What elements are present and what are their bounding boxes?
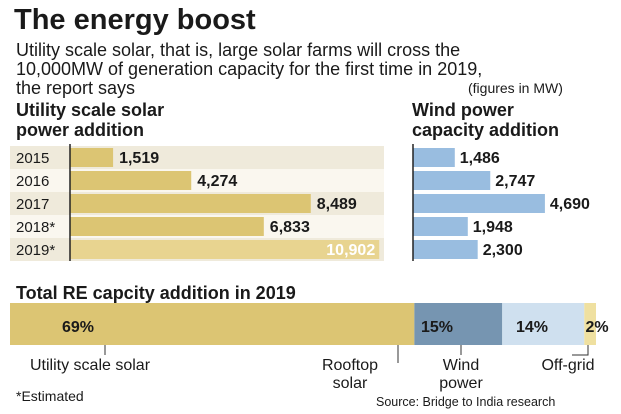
page-title: The energy boost <box>14 4 256 36</box>
re-leader-line <box>572 345 589 356</box>
wind-value-label: 4,690 <box>550 196 590 213</box>
re-share-segment <box>584 303 596 345</box>
re-category-label: power <box>439 375 483 392</box>
re-category-label: Utility scale solar <box>30 357 151 374</box>
solar-value-label: 4,274 <box>197 173 237 190</box>
solar-bar <box>70 240 380 259</box>
re-share-value-label: 2% <box>585 319 608 336</box>
re-share-value-label: 69% <box>62 319 94 336</box>
re-category-label: Off-grid <box>541 357 594 374</box>
solar-chart-title-line-2: power addition <box>16 120 144 140</box>
solar-bar <box>70 148 114 167</box>
wind-chart-title: Wind power capacity addition <box>412 100 559 140</box>
re-share-segment <box>414 303 503 345</box>
solar-bar <box>70 171 192 190</box>
source-note: Source: Bridge to India research <box>376 395 556 409</box>
wind-bar <box>413 240 478 259</box>
re-share-segment <box>10 303 415 345</box>
subtitle-line-2: 10,000MW of generation capacity for the … <box>16 59 483 79</box>
re-share-value-label: 14% <box>516 319 548 336</box>
re-chart-title: Total RE capcity addition in 2019 <box>16 283 296 303</box>
wind-value-label: 2,300 <box>483 242 523 259</box>
wind-value-label: 1,948 <box>473 219 513 236</box>
solar-value-label: 1,519 <box>119 150 159 167</box>
re-category-label: Wind <box>443 357 479 374</box>
re-share-segment <box>502 303 585 345</box>
wind-value-label: 1,486 <box>460 150 500 167</box>
solar-year-label: 2015 <box>16 150 49 167</box>
wind-chart-title-line-1: Wind power <box>412 100 514 120</box>
solar-value-label: 6,833 <box>270 219 310 236</box>
subtitle-line-1: Utility scale solar, that is, large sola… <box>16 40 461 60</box>
footnote: *Estimated <box>16 388 84 404</box>
re-category-label: solar <box>333 375 368 392</box>
solar-year-label: 2017 <box>16 196 49 213</box>
re-share-value-label: 15% <box>421 319 453 336</box>
wind-value-label: 2,747 <box>495 173 535 190</box>
solar-year-label: 2016 <box>16 173 49 190</box>
wind-bar <box>413 171 491 190</box>
solar-chart-title-line-1: Utility scale solar <box>16 100 165 120</box>
solar-year-label: 2019* <box>16 242 55 259</box>
subtitle-line-3: the report says <box>16 78 136 98</box>
wind-chart-title-line-2: capacity addition <box>412 120 560 140</box>
solar-chart-title: Utility scale solar power addition <box>16 100 164 140</box>
solar-value-label: 10,902 <box>326 242 375 259</box>
solar-year-label: 2018* <box>16 219 55 236</box>
solar-bar <box>70 194 311 213</box>
solar-row-stripe <box>10 146 384 169</box>
re-category-label: Rooftop <box>322 357 378 374</box>
solar-bar <box>70 217 264 236</box>
solar-value-label: 8,489 <box>317 196 357 213</box>
units-note: (figures in MW) <box>468 80 563 96</box>
wind-bar <box>413 217 468 236</box>
wind-bar <box>413 194 545 213</box>
wind-bar <box>413 148 455 167</box>
